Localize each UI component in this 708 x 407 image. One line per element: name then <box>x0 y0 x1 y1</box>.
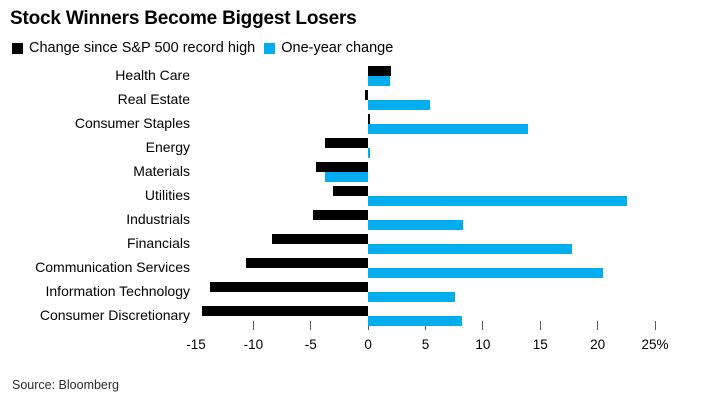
x-axis-tick-label: -10 <box>243 337 264 352</box>
bar-record-high-change <box>332 186 369 196</box>
legend-label-record-high-change: Change since S&P 500 record high <box>29 40 256 56</box>
category-label: Utilities <box>144 187 190 203</box>
x-axis-tick-label: 25% <box>641 337 669 352</box>
legend-swatch-black <box>12 42 23 54</box>
category-label: Industrials <box>126 211 190 227</box>
x-axis-tick <box>482 321 484 330</box>
bar-record-high-change <box>364 90 369 100</box>
bar-one-year-change <box>368 244 573 254</box>
bar-one-year-change <box>368 196 628 206</box>
x-axis-tick-label: 10 <box>475 337 491 352</box>
legend: Change since S&P 500 record high One-yea… <box>12 40 393 56</box>
x-axis-tick <box>539 321 541 330</box>
chart-title: Stock Winners Become Biggest Losers <box>10 8 357 29</box>
bar-record-high-change <box>324 138 369 148</box>
category-label: Financials <box>126 235 190 251</box>
bar-record-high-change <box>313 210 369 220</box>
bar-record-high-change <box>201 306 369 316</box>
x-axis-tick-label: 0 <box>364 337 372 352</box>
source-note: Source: Bloomberg <box>12 378 120 392</box>
category-label: Energy <box>145 139 190 155</box>
x-axis-tick-label: 5 <box>421 337 430 352</box>
bar-record-high-change <box>316 162 369 172</box>
x-axis-tick <box>597 321 599 330</box>
legend-label-one-year-change: One-year change <box>281 40 394 56</box>
x-axis-tick <box>310 321 312 330</box>
x-axis-tick-label: 15 <box>532 337 548 352</box>
category-label: Consumer Staples <box>74 115 190 131</box>
bar-one-year-change <box>368 316 463 326</box>
category-label: Materials <box>133 163 190 179</box>
bar-one-year-change <box>324 172 369 182</box>
x-axis-tick-label: 20 <box>590 337 606 352</box>
x-axis-tick-label: -5 <box>304 337 317 352</box>
x-axis-tick <box>654 321 656 330</box>
bar-record-high-change <box>368 66 392 76</box>
legend-item-record-high-change: Change since S&P 500 record high <box>12 40 255 56</box>
legend-swatch-blue <box>264 42 276 54</box>
legend-item-one-year-change: One-year change <box>264 40 393 56</box>
bar-one-year-change <box>368 268 604 278</box>
x-axis-tick <box>252 321 254 330</box>
bar-one-year-change <box>368 76 390 86</box>
category-label: Communication Services <box>35 259 190 275</box>
category-label: Consumer Discretionary <box>39 307 190 323</box>
category-label: Information Technology <box>45 283 191 299</box>
bar-record-high-change <box>368 114 371 124</box>
bar-one-year-change <box>368 124 528 134</box>
bar-record-high-change <box>271 234 369 244</box>
bar-one-year-change <box>368 292 456 302</box>
bar-one-year-change <box>368 100 431 110</box>
bar-record-high-change <box>209 282 369 292</box>
category-label: Real Estate <box>117 91 190 107</box>
category-label: Health Care <box>115 67 190 83</box>
bar-one-year-change <box>368 148 371 158</box>
x-axis-tick-label: -15 <box>186 337 206 352</box>
bar-one-year-change <box>368 220 464 230</box>
bar-record-high-change <box>246 258 369 268</box>
